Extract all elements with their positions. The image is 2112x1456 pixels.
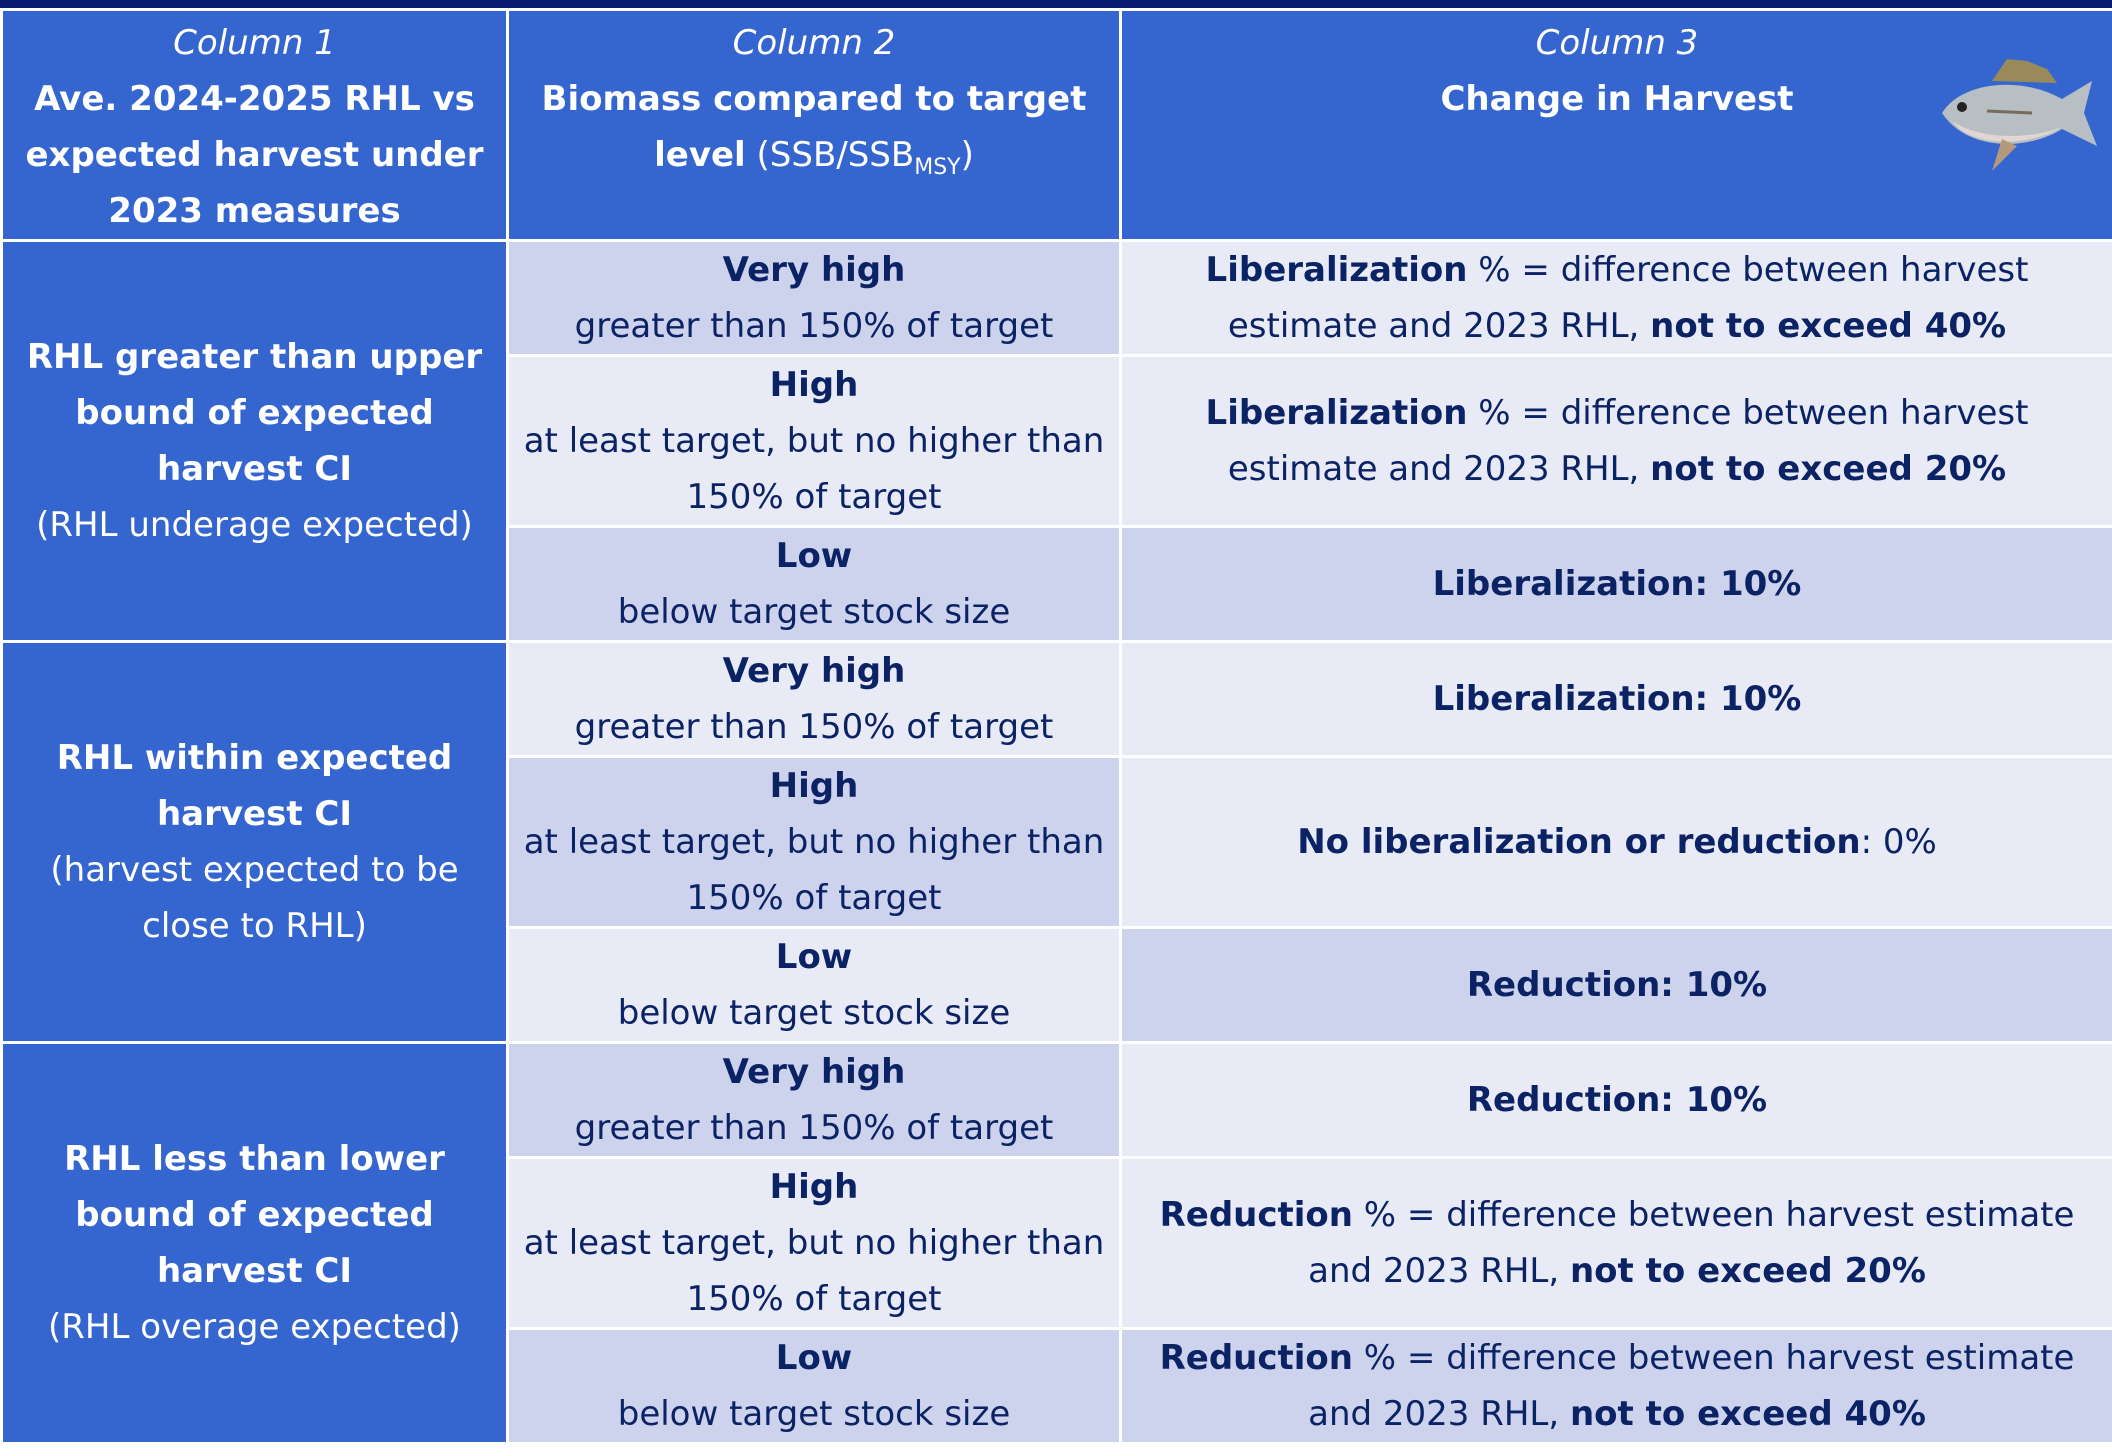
- bold-text: Reduction: [1159, 1195, 1353, 1235]
- biomass-level: Low: [775, 937, 853, 977]
- table-row: Low below target stock size Reduction % = …: [2, 1327, 2112, 1445]
- text: % = difference between harvest estimate …: [1227, 250, 2029, 346]
- bold-text: not to exceed 20%: [1569, 1251, 1926, 1291]
- column-label: Column 2: [732, 23, 896, 63]
- change-cell: No liberalization or reduction: 0%: [1119, 755, 2112, 929]
- biomass-level: Very high: [722, 250, 906, 290]
- bold-text: Liberalization: 10%: [1432, 679, 1802, 719]
- bold-text: Reduction: 10%: [1466, 1080, 1768, 1120]
- biomass-level: Very high: [722, 1052, 906, 1092]
- group-title: RHL less than lower bound of expected ha…: [64, 1139, 445, 1291]
- change-cell: Reduction % = difference between harvest…: [1119, 1327, 2112, 1445]
- bold-text: Liberalization: [1205, 393, 1468, 433]
- biomass-level: Low: [775, 536, 853, 576]
- change-cell: Reduction: 10%: [1119, 926, 2112, 1044]
- biomass-level: High: [769, 365, 859, 405]
- header-cell: Column 2 Biomass compared to target level…: [506, 8, 1122, 242]
- change-cell: Liberalization: 10%: [1119, 640, 2112, 758]
- bold-text: Change in Harvest: [1440, 79, 1794, 119]
- bold-text: not to exceed 20%: [1650, 449, 2007, 489]
- bold-text: not to exceed 40%: [1650, 306, 2007, 346]
- top-band: [0, 0, 2112, 8]
- text: ): [960, 135, 974, 175]
- group-title: RHL within expected harvest CI: [56, 738, 453, 834]
- biomass-cell: Low below target stock size: [506, 525, 1122, 643]
- bold-text: Biomass compared to target level: [541, 79, 1087, 175]
- change-cell: Reduction: 10%: [1119, 1041, 2112, 1159]
- column-label: Column 1: [173, 23, 336, 63]
- table-body: Column 1 Ave. 2024-2025 RHL vs expected h…: [0, 8, 2112, 1445]
- biomass-cell: Very high greater than 150% of target: [506, 1041, 1122, 1159]
- group-note: (RHL overage expected): [48, 1307, 461, 1347]
- table-row: High at least target, but no higher than …: [2, 755, 2112, 929]
- column-title: Ave. 2024-2025 RHL vs expected harvest u…: [13, 71, 496, 238]
- header-row: Column 1 Ave. 2024-2025 RHL vs expected h…: [0, 8, 2112, 242]
- biomass-cell: Very high greater than 150% of target: [506, 640, 1122, 758]
- biomass-description: below target stock size: [617, 592, 1011, 632]
- harvest-table: Column 1 Ave. 2024-2025 RHL vs expected h…: [0, 8, 2112, 1445]
- biomass-description: at least target, but no higher than 150%…: [523, 1223, 1105, 1319]
- table-row: RHL less than lower bound of expected ha…: [0, 1041, 2112, 1445]
- biomass-cell: Low below target stock size: [506, 926, 1122, 1044]
- change-cell: Reduction % = difference between harvest…: [1119, 1156, 2112, 1330]
- bold-text: Reduction: 10%: [1466, 965, 1768, 1005]
- biomass-cell: High at least target, but no higher than …: [506, 1156, 1122, 1330]
- biomass-description: at least target, but no higher than 150%…: [523, 822, 1105, 918]
- column-title: Change in Harvest: [1132, 71, 2102, 127]
- group-title: RHL greater than upper bound of expected…: [26, 337, 483, 489]
- header-cell: Column 1 Ave. 2024-2025 RHL vs expected h…: [0, 8, 509, 242]
- text: : 0%: [1860, 822, 1937, 862]
- text: % = difference between harvest estimate …: [1308, 1338, 2075, 1434]
- table-row: High at least target, but no higher than …: [2, 1156, 2112, 1330]
- column-label: Column 3: [1535, 23, 1699, 63]
- table-row: Low below target stock size Liberalization…: [2, 525, 2112, 643]
- change-cell: Liberalization: 10%: [1119, 525, 2112, 643]
- biomass-cell: High at least target, but no higher than …: [506, 755, 1122, 929]
- biomass-description: below target stock size: [617, 993, 1011, 1033]
- biomass-cell: High at least target, but no higher than …: [506, 354, 1122, 528]
- group-cell: RHL within expected harvest CI (harvest e…: [0, 640, 509, 1044]
- group-cell: RHL greater than upper bound of expected…: [0, 239, 509, 643]
- bold-text: not to exceed 40%: [1569, 1394, 1926, 1434]
- biomass-description: below target stock size: [617, 1394, 1011, 1434]
- table-row: High at least target, but no higher than …: [2, 354, 2112, 528]
- table-row: RHL greater than upper bound of expected…: [0, 239, 2112, 643]
- biomass-cell: Very high greater than 150% of target: [506, 239, 1122, 357]
- change-cell: Liberalization % = difference between ha…: [1119, 239, 2112, 357]
- biomass-cell: Low below target stock size: [506, 1327, 1122, 1445]
- bold-text: Liberalization: [1205, 250, 1468, 290]
- fish-icon: [1942, 59, 2097, 171]
- biomass-description: at least target, but no higher than 150%…: [523, 421, 1105, 517]
- table-row: Low below target stock size Reduction: 10%: [2, 926, 2112, 1044]
- table-row: RHL within expected harvest CI (harvest e…: [0, 640, 2112, 1044]
- biomass-description: greater than 150% of target: [574, 707, 1054, 747]
- biomass-level: High: [769, 766, 859, 806]
- group-note: (harvest expected to be close to RHL): [50, 850, 459, 946]
- text: % = difference between harvest estimate …: [1308, 1195, 2075, 1291]
- text: % = difference between harvest estimate …: [1227, 393, 2029, 489]
- bold-text: Ave. 2024-2025 RHL vs expected harvest u…: [25, 79, 484, 231]
- biomass-level: High: [769, 1167, 859, 1207]
- biomass-level: Very high: [722, 651, 906, 691]
- group-cell: RHL less than lower bound of expected ha…: [0, 1041, 509, 1445]
- biomass-description: greater than 150% of target: [574, 306, 1054, 346]
- column-title: Biomass compared to target level (SSB/SS…: [519, 71, 1109, 183]
- change-cell: Liberalization % = difference between ha…: [1119, 354, 2112, 528]
- text: (SSB/SSB: [745, 135, 915, 175]
- bold-text: No liberalization or reduction: [1297, 822, 1861, 862]
- biomass-level: Low: [775, 1338, 853, 1378]
- bold-text: Reduction: [1159, 1338, 1353, 1378]
- text: MSY: [914, 155, 961, 180]
- header-cell: Column 3 Change in Harvest: [1119, 8, 2112, 242]
- group-note: (RHL underage expected): [36, 505, 473, 545]
- biomass-description: greater than 150% of target: [574, 1108, 1054, 1148]
- bold-text: Liberalization: 10%: [1432, 564, 1802, 604]
